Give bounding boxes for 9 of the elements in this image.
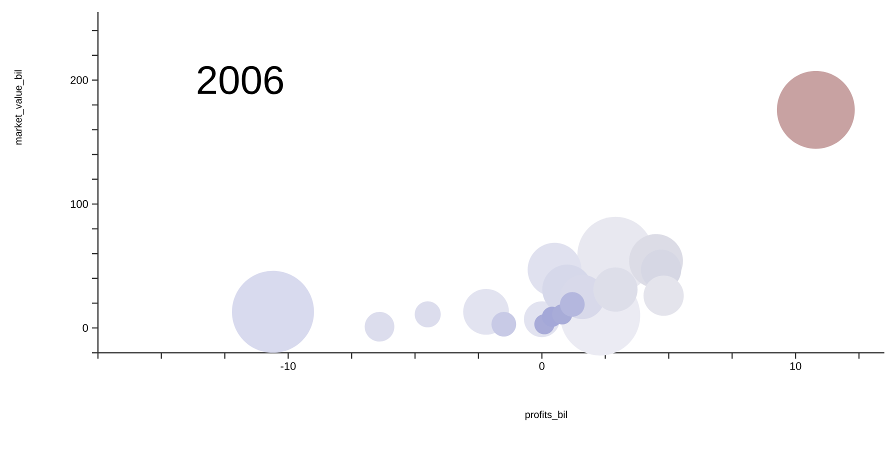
y-tick-label: 0 [82, 324, 88, 332]
text: 2006 [198, 66, 283, 94]
x-axis-title: profits_bil [525, 410, 567, 420]
y-tick-label: 200 [70, 76, 88, 84]
x-tick-label: 0 [539, 362, 544, 370]
y-axis-title: market_value_bil [14, 70, 24, 145]
y-tick-label: 100 [70, 200, 88, 208]
x-tick-label: -10 [280, 362, 296, 370]
x-tick-label: 10 [790, 362, 802, 370]
